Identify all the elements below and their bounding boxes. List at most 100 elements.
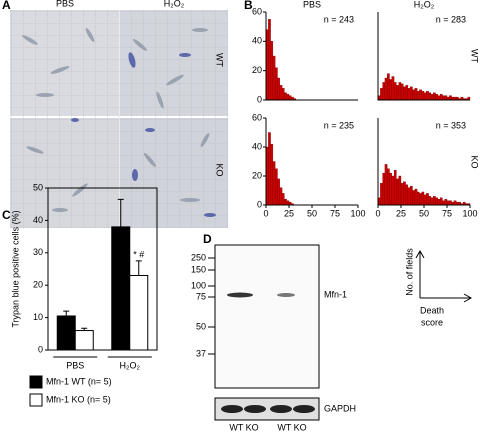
histogram-bar xyxy=(416,91,420,101)
histogram-bar xyxy=(279,85,283,101)
histogram-bar xyxy=(272,55,276,101)
histogram-bar xyxy=(279,187,283,206)
row-label: KO xyxy=(215,163,225,176)
x-tick-label: 100 xyxy=(350,208,365,218)
bar xyxy=(129,274,149,351)
annotation: n = 235 xyxy=(324,120,354,130)
histogram-bar xyxy=(416,191,420,206)
histogram-bar xyxy=(423,194,427,206)
histogram-bar xyxy=(286,93,290,101)
histogram-bar xyxy=(398,175,402,206)
histogram-bar xyxy=(444,199,448,206)
histogram-bar xyxy=(284,92,287,101)
histogram-bar xyxy=(391,76,395,101)
panel-label: B xyxy=(244,0,253,12)
histogram-bar xyxy=(286,200,290,206)
axis xyxy=(377,12,470,101)
grid-overlay xyxy=(10,10,228,228)
row-label: WT xyxy=(470,49,480,63)
y-tick-label: 60 xyxy=(252,6,262,16)
x-tick-label: PBS xyxy=(66,360,84,370)
histogram-bar xyxy=(439,93,443,101)
histogram-bar xyxy=(437,199,441,206)
band-label: Mfn-1 xyxy=(324,289,347,299)
histogram-bar xyxy=(428,92,432,101)
y-tick-label: 10 xyxy=(33,312,43,322)
legend-swatch xyxy=(29,375,43,389)
bar xyxy=(74,330,94,351)
error-bar xyxy=(135,260,142,276)
histogram-bar xyxy=(268,132,271,206)
histogram-bar xyxy=(405,184,409,206)
y-axis-label: Trypan blue positive cells (%) xyxy=(10,210,20,327)
blue-cells xyxy=(71,52,216,217)
histogram-bar xyxy=(435,93,438,101)
histogram-bar xyxy=(442,95,445,101)
histogram-bar xyxy=(268,19,271,101)
legend-label: Mfn-1 WT (n= 5) xyxy=(46,376,112,386)
y-tick-label: 40 xyxy=(252,36,262,46)
x-tick-label: 75 xyxy=(442,208,452,218)
y-tick-label: 20 xyxy=(252,65,262,75)
lane-label: WT KO xyxy=(229,422,258,432)
schematic-arrows xyxy=(415,249,473,303)
x-arrow xyxy=(420,293,473,303)
band xyxy=(244,405,266,413)
histogram-bar xyxy=(435,197,438,206)
y-tick-label: 40 xyxy=(252,141,262,151)
annotation: n = 243 xyxy=(324,14,354,24)
histogram-bar xyxy=(430,197,434,206)
histogram-bar xyxy=(403,181,406,206)
band xyxy=(221,405,243,413)
histogram-bar xyxy=(433,196,436,206)
histogram-bar xyxy=(382,172,386,206)
panel-label: A xyxy=(2,0,11,12)
y-arrow xyxy=(415,249,425,298)
histogram-bar xyxy=(393,82,397,101)
band xyxy=(227,292,253,298)
histogram-bar xyxy=(281,193,285,206)
histogram-bar xyxy=(403,86,406,101)
panel-label: D xyxy=(203,232,212,246)
column-label: PBS xyxy=(303,0,321,9)
y-tick-label: 20 xyxy=(252,170,262,180)
marker-label: 150 xyxy=(191,264,206,274)
histogram-bar xyxy=(421,91,425,101)
histogram-bar xyxy=(444,95,448,101)
histogram-bar xyxy=(380,88,383,101)
row-label: WT xyxy=(215,53,225,67)
histogram-bar xyxy=(433,92,436,101)
column-label: PBS xyxy=(56,0,74,8)
marker-label: 100 xyxy=(191,280,206,290)
histogram-bar xyxy=(449,95,452,101)
x-tick-label: 100 xyxy=(462,208,477,218)
x-axis-label: Death xyxy=(420,305,444,315)
histogram-bar xyxy=(382,82,386,101)
x-tick-label: 50 xyxy=(307,208,317,218)
band xyxy=(293,405,315,413)
annotation: * # xyxy=(133,249,144,259)
legend-swatch xyxy=(29,393,43,407)
y-tick-label: 0 xyxy=(257,199,262,209)
histogram-bar xyxy=(428,196,432,206)
plot-frame xyxy=(47,187,158,351)
y-axis-label: No. of fields xyxy=(404,248,414,296)
x-tick-label: 25 xyxy=(284,208,294,218)
histogram-bar xyxy=(412,89,415,101)
y-tick-label: 50 xyxy=(33,182,43,192)
y-tick-label: 0 xyxy=(257,94,262,104)
bar xyxy=(56,315,76,351)
histogram-bar xyxy=(439,197,443,206)
histogram-bar xyxy=(426,91,429,101)
legend-label: Mfn-1 KO (n= 5) xyxy=(46,394,111,404)
histogram-bar xyxy=(421,191,425,206)
histogram-bar xyxy=(277,178,280,206)
histogram-bar xyxy=(414,88,418,101)
histogram-bar xyxy=(284,199,287,206)
histogram-bar xyxy=(277,77,280,101)
marker-label: 50 xyxy=(196,321,206,331)
histogram-bar xyxy=(407,88,411,101)
x-tick-label: H₂O₂ xyxy=(120,360,141,370)
histogram-bar xyxy=(387,168,390,206)
